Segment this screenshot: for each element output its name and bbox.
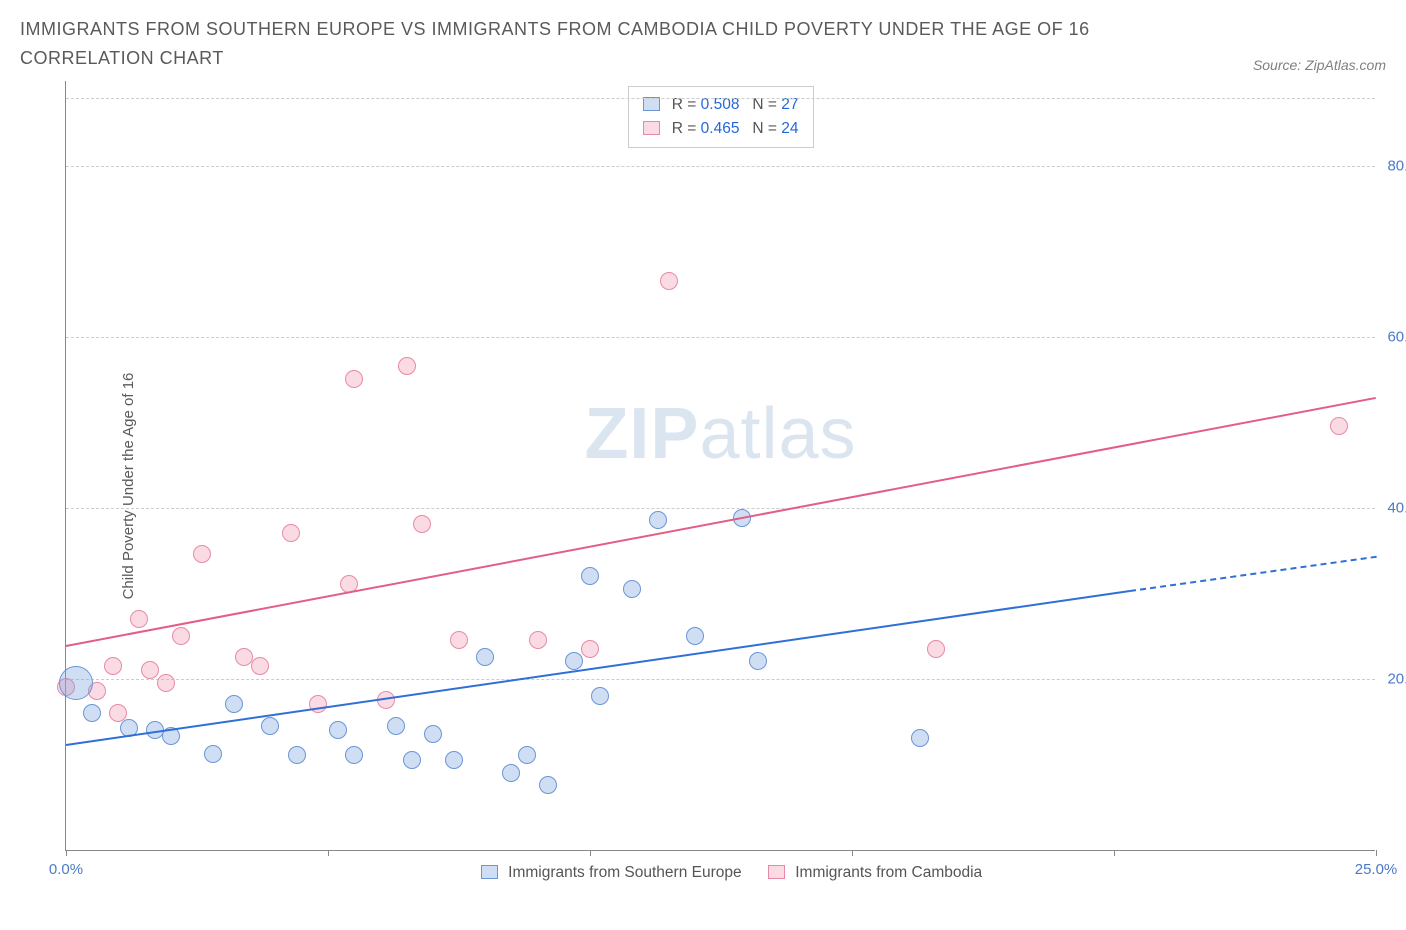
scatter-point-pink [581,640,599,658]
scatter-point-pink [927,640,945,658]
legend-label-blue: Immigrants from Southern Europe [508,864,741,881]
grid-line [66,679,1375,680]
scatter-point-blue [59,666,93,700]
scatter-point-blue [288,746,306,764]
chart-source: Source: ZipAtlas.com [1253,57,1386,73]
scatter-point-pink [251,657,269,675]
stats-row-pink: R = 0.465 N = 24 [643,117,799,141]
scatter-point-blue [424,725,442,743]
grid-line [66,98,1375,99]
scatter-point-pink [345,370,363,388]
scatter-point-pink [130,610,148,628]
scatter-point-blue [649,511,667,529]
grid-line [66,166,1375,167]
trend-line [66,590,1130,746]
trend-line [66,397,1376,647]
scatter-point-pink [172,627,190,645]
legend-swatch-pink [643,121,660,135]
scatter-point-pink [660,272,678,290]
scatter-point-blue [749,652,767,670]
scatter-point-blue [204,745,222,763]
scatter-point-blue [225,695,243,713]
scatter-point-blue [387,717,405,735]
scatter-point-blue [445,751,463,769]
x-tick [1376,850,1377,856]
y-tick-label: 20.0% [1387,671,1406,688]
scatter-point-pink [1330,417,1348,435]
y-tick-label: 40.0% [1387,500,1406,517]
x-tick [852,850,853,856]
scatter-point-pink [398,357,416,375]
scatter-point-pink [450,631,468,649]
stats-row-blue: R = 0.508 N = 27 [643,93,799,117]
y-tick-label: 60.0% [1387,329,1406,346]
legend-label-pink: Immigrants from Cambodia [795,864,982,881]
scatter-point-blue [83,704,101,722]
watermark-atlas: atlas [699,394,856,474]
scatter-point-blue [565,652,583,670]
scatter-point-blue [518,746,536,764]
n-value-pink: 24 [781,120,798,137]
trend-line-dash [1130,555,1377,591]
x-tick-label: 25.0% [1355,861,1398,878]
scatter-point-blue [476,648,494,666]
scatter-point-blue [686,627,704,645]
chart-container: Child Poverty Under the Age of 16 ZIPatl… [20,81,1386,891]
scatter-point-blue [623,580,641,598]
y-tick-label: 80.0% [1387,158,1406,175]
grid-line [66,508,1375,509]
r-value-pink: 0.465 [701,120,740,137]
x-tick-label: 0.0% [49,861,83,878]
chart-header: IMMIGRANTS FROM SOUTHERN EUROPE VS IMMIG… [20,15,1386,73]
plot-area: ZIPatlas R = 0.508 N = 27 R = 0.465 N = … [65,81,1375,851]
x-tick [1114,850,1115,856]
scatter-point-pink [193,545,211,563]
watermark-zip: ZIP [584,394,699,474]
scatter-point-blue [329,721,347,739]
grid-line [66,337,1375,338]
legend-swatch-pink-bottom [768,865,785,879]
scatter-point-blue [581,567,599,585]
x-tick [328,850,329,856]
chart-title: IMMIGRANTS FROM SOUTHERN EUROPE VS IMMIG… [20,15,1120,73]
scatter-point-blue [261,717,279,735]
scatter-point-pink [413,515,431,533]
scatter-point-blue [911,729,929,747]
scatter-point-blue [502,764,520,782]
scatter-point-pink [157,674,175,692]
scatter-point-blue [539,776,557,794]
x-tick [66,850,67,856]
scatter-point-pink [104,657,122,675]
scatter-point-blue [345,746,363,764]
bottom-legend: Immigrants from Southern Europe Immigran… [66,864,1375,882]
scatter-point-pink [141,661,159,679]
legend-swatch-blue-bottom [481,865,498,879]
x-tick [590,850,591,856]
scatter-point-pink [529,631,547,649]
scatter-point-blue [591,687,609,705]
scatter-point-blue [403,751,421,769]
stats-box: R = 0.508 N = 27 R = 0.465 N = 24 [628,86,814,148]
scatter-point-pink [282,524,300,542]
watermark: ZIPatlas [584,393,856,475]
